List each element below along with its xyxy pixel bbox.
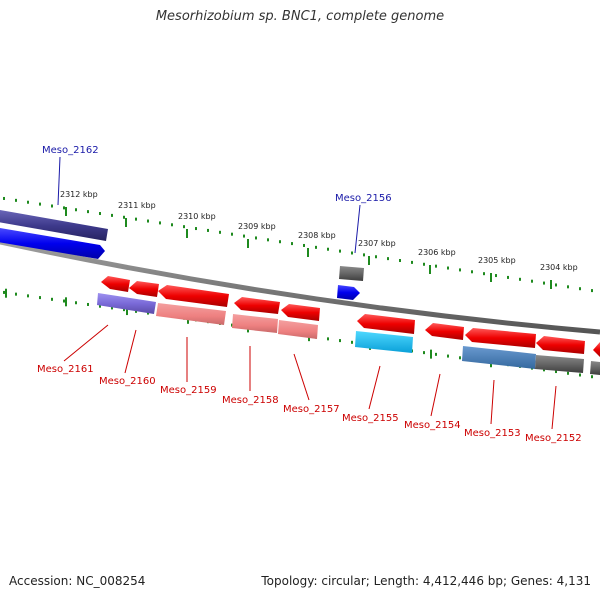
- scale-tick-mark: [368, 256, 370, 265]
- scale-tick-label: 2306 kbp: [418, 248, 456, 257]
- gene-label-meso-2154[interactable]: Meso_2154: [404, 420, 461, 431]
- gene-arrow-partial-domain[interactable]: [590, 361, 600, 375]
- gene-arrow-meso-2159[interactable]: [158, 285, 229, 307]
- gene-arrow-meso-2162-domain[interactable]: [0, 210, 108, 241]
- gene-label-meso-2157[interactable]: Meso_2157: [283, 404, 340, 415]
- gene-label-meso-2156[interactable]: Meso_2156: [335, 193, 392, 204]
- leader-line-meso-2157: [293, 353, 310, 401]
- scale-tick-mark: [186, 229, 188, 238]
- gene-arrow-meso-2162[interactable]: [0, 228, 105, 259]
- gene-arrow-meso-2159-domain[interactable]: [156, 303, 226, 325]
- gene-arrow-meso-2153[interactable]: [465, 328, 536, 348]
- scale-tick-label: 2308 kbp: [298, 231, 336, 240]
- scale-tick-mark-inner: [126, 306, 128, 316]
- leader-line-meso-2162: [57, 156, 61, 206]
- scale-tick-label: 2305 kbp: [478, 256, 516, 265]
- scale-tick-label: 2310 kbp: [178, 212, 216, 221]
- genome-info-label: Topology: circular; Length: 4,412,446 bp…: [261, 574, 591, 588]
- gene-arrow-meso-2158[interactable]: [234, 297, 280, 314]
- scale-tick-mark: [65, 207, 67, 216]
- scale-tick-mark: [429, 265, 431, 274]
- leader-line-meso-2152: [551, 385, 557, 430]
- gene-arrow-meso-2161[interactable]: [101, 276, 130, 292]
- scale-tick-label: 2311 kbp: [118, 201, 156, 210]
- scale-tick-label: 2307 kbp: [358, 239, 396, 248]
- gene-arrow-meso-2157[interactable]: [281, 304, 320, 321]
- gene-arrow-meso-2161-domain[interactable]: [97, 293, 156, 314]
- page-title: Mesorhizobium sp. BNC1, complete genome: [155, 9, 445, 24]
- scale-tick-mark: [307, 248, 309, 257]
- leader-line-meso-2154: [430, 373, 441, 417]
- gene-arrow-meso-2155[interactable]: [357, 314, 415, 334]
- scale-tick-mark: [247, 239, 249, 248]
- gene-arrow-meso-2156-domain[interactable]: [339, 266, 364, 281]
- leader-line-meso-2153: [490, 379, 495, 425]
- scale-tick-label: 2309 kbp: [238, 222, 276, 231]
- gene-arrow-meso-2160[interactable]: [129, 281, 159, 297]
- gene-arrow-meso-2153-domain[interactable]: [462, 346, 536, 369]
- genome-backbone: [0, 239, 600, 335]
- scale-tick-mark: [550, 280, 552, 289]
- gene-label-meso-2160[interactable]: Meso_2160: [99, 376, 156, 387]
- leader-line-meso-2156: [354, 204, 361, 254]
- scale-tick-label: 2312 kbp: [60, 190, 98, 199]
- gene-label-meso-2158[interactable]: Meso_2158: [222, 395, 279, 406]
- gene-arrow-meso-2154[interactable]: [425, 323, 464, 340]
- leader-line-meso-2160: [124, 329, 137, 374]
- leader-line-meso-2155: [368, 365, 381, 410]
- gene-arrow-meso-2158-domain[interactable]: [232, 314, 278, 333]
- gene-arrow-meso-2152[interactable]: [536, 336, 585, 354]
- gene-arrow-meso-2157-domain[interactable]: [278, 320, 318, 339]
- gene-arrow-meso-2156[interactable]: [337, 285, 360, 300]
- scale-tick-mark-inner: [65, 297, 67, 307]
- gene-label-meso-2152[interactable]: Meso_2152: [525, 433, 582, 444]
- leader-line-meso-2161: [63, 324, 109, 362]
- gene-label-meso-2162[interactable]: Meso_2162: [42, 145, 99, 156]
- gene-arrow-meso-2152-domain[interactable]: [535, 355, 584, 373]
- gene-label-meso-2159[interactable]: Meso_2159: [160, 385, 217, 396]
- gene-label-meso-2153[interactable]: Meso_2153: [464, 428, 521, 439]
- scale-tick-label: 2304 kbp: [540, 263, 578, 272]
- accession-label: Accession: NC_008254: [9, 574, 146, 588]
- scale-tick-mark-inner: [430, 349, 432, 359]
- scale-tick-mark: [490, 273, 492, 282]
- gene-label-meso-2161[interactable]: Meso_2161: [37, 364, 94, 375]
- gene-arrow-meso-2155-domain[interactable]: [355, 331, 413, 353]
- gene-arrow-partial[interactable]: [593, 342, 600, 357]
- scale-tick-mark-inner: [5, 288, 7, 298]
- gene-label-meso-2155[interactable]: Meso_2155: [342, 413, 399, 424]
- scale-tick-mark: [125, 218, 127, 227]
